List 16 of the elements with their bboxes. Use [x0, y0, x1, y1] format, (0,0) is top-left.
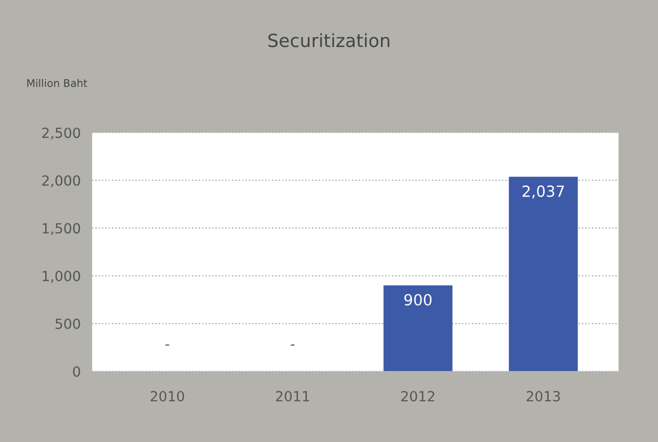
x-tick-label: 2010 [150, 390, 184, 402]
x-tick-label: 2013 [526, 390, 560, 402]
y-tick-label: 1,000 [42, 270, 80, 283]
y-tick-label: 2,500 [42, 128, 80, 140]
data-label: 2,037 [522, 185, 564, 199]
x-tick-label: 2011 [276, 390, 310, 402]
x-tick-label: 2012 [401, 390, 434, 402]
chart-title: Securitization [268, 33, 390, 48]
y-axis-title: Million Baht [27, 78, 88, 87]
data-label: 900 [404, 294, 432, 306]
y-tick-label: 0 [73, 366, 80, 377]
text: - [165, 344, 170, 346]
y-tick-label: 1,500 [42, 223, 80, 235]
y-tick-label: 500 [56, 318, 80, 330]
text: - [290, 344, 294, 346]
y-tick-label: 2,000 [42, 175, 80, 188]
